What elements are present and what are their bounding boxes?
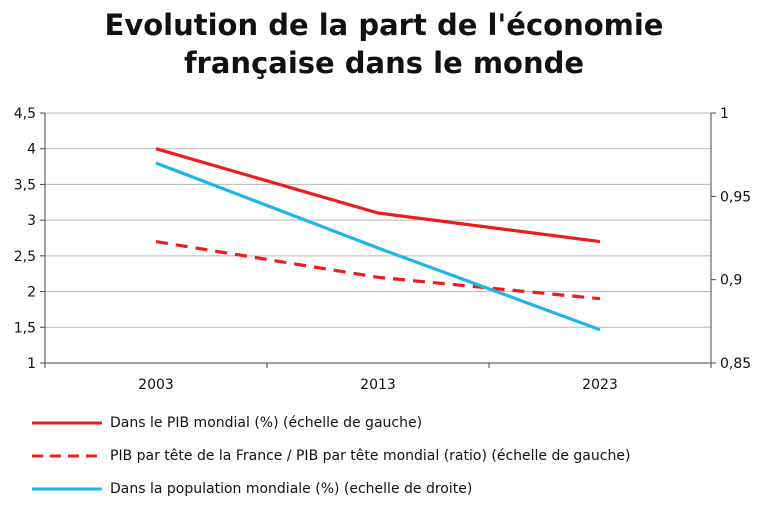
right-tick-label: 0,95	[720, 189, 751, 205]
right-tick-label: 1	[720, 106, 729, 122]
left-tick-label: 2	[27, 285, 36, 301]
x-tick-label: 2003	[138, 377, 174, 393]
legend-label: Dans la population mondiale (%) (echelle…	[110, 480, 473, 497]
x-tick-label: 2013	[360, 377, 396, 393]
chart-title-line-1: Evolution de la part de l'économie	[104, 8, 664, 42]
legend-swatch-solid-blue	[30, 482, 104, 496]
line-chart: 1 1,5 2 2,5 3 3,5 4 4,5 0,85 0,9 0,95 1 2003 2013 2023	[14, 106, 751, 393]
axes: 1 1,5 2 2,5 3 3,5 4 4,5 0,85 0,9 0,95 1 2003 2013 2023	[14, 106, 751, 393]
series-line-2	[155, 240, 601, 301]
chart-title-line-2: française dans le monde	[183, 46, 585, 80]
legend-swatch-solid-red	[30, 416, 104, 430]
left-tick-label: 4,5	[14, 106, 36, 122]
legend-label: PIB par tête de la France / PIB par tête…	[110, 447, 631, 464]
left-tick-label: 3,5	[14, 177, 36, 193]
left-tick-label: 3	[27, 213, 36, 229]
right-tick-label: 0,85	[720, 356, 751, 372]
legend-item-population: Dans la population mondiale (%) (echelle…	[30, 472, 630, 505]
legend-label: Dans le PIB mondial (%) (échelle de gauc…	[110, 414, 423, 431]
legend-swatch-dashed-red	[30, 449, 104, 463]
gridlines	[45, 112, 711, 328]
left-tick-label: 2,5	[14, 249, 36, 265]
x-tick-label: 2023	[582, 377, 618, 393]
series-line-1	[155, 147, 601, 244]
legend-item-pib-mondial: Dans le PIB mondial (%) (échelle de gauc…	[30, 406, 630, 439]
left-tick-label: 4	[27, 142, 36, 158]
legend: Dans le PIB mondial (%) (échelle de gauc…	[30, 406, 630, 505]
series-line-3	[155, 161, 601, 332]
chart-title: Evolution de la part de l'économie franç…	[0, 6, 768, 82]
legend-item-pib-par-tete: PIB par tête de la France / PIB par tête…	[30, 439, 630, 472]
left-tick-label: 1	[27, 356, 36, 372]
left-tick-label: 1,5	[14, 320, 36, 336]
right-tick-label: 0,9	[720, 273, 742, 289]
series-lines	[155, 147, 601, 332]
